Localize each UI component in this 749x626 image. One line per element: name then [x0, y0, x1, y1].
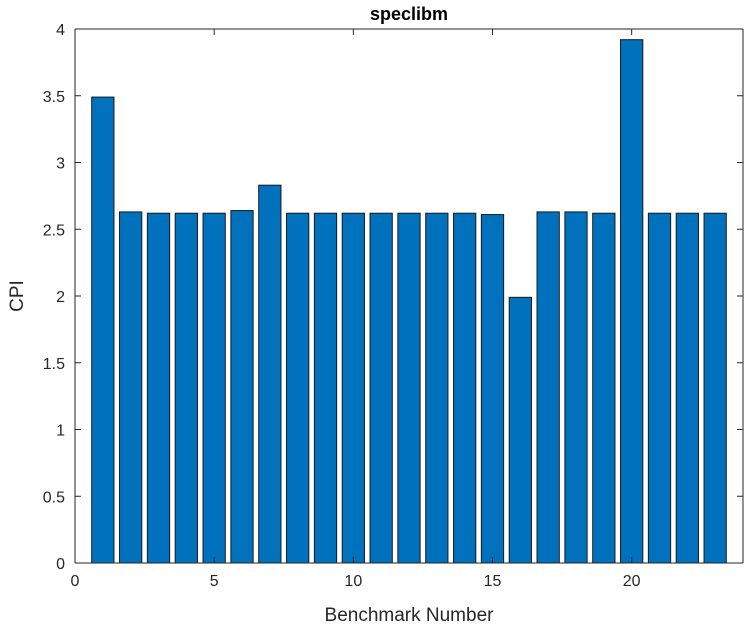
y-axis-ticks: 0 0.5 1 1.5 2 2.5 3 3.5 4	[43, 22, 743, 573]
bar-16	[508, 296, 532, 564]
bar-3	[146, 212, 171, 564]
bar-22	[675, 212, 699, 564]
y-tick-label: 2.5	[43, 222, 65, 239]
x-axis-ticks: 0 5 10 15 20	[71, 29, 641, 590]
bar-9	[313, 212, 338, 564]
y-tick-label: 3	[56, 156, 65, 173]
bar-14	[453, 212, 477, 564]
bar-20	[620, 39, 644, 564]
bar-10	[341, 212, 365, 564]
bar-21	[647, 212, 672, 564]
y-tick-label: 0.5	[43, 489, 65, 506]
bar-15	[480, 214, 505, 564]
bar-11	[369, 212, 393, 564]
bar-series	[91, 39, 727, 564]
y-tick-label: 1.5	[43, 356, 65, 373]
y-tick-label: 2	[56, 289, 65, 306]
bar-13	[425, 212, 449, 564]
chart-title: speclibm	[370, 4, 448, 24]
bar-12	[397, 212, 421, 564]
bar-17	[536, 211, 560, 564]
x-tick-label: 5	[210, 573, 219, 590]
y-axis-label: CPI	[7, 280, 28, 312]
bar-19	[592, 212, 616, 564]
x-tick-label: 0	[71, 573, 80, 590]
bar-7	[258, 184, 282, 564]
bar-18	[564, 211, 588, 564]
bar-2	[119, 211, 143, 564]
x-tick-label: 10	[344, 573, 362, 590]
x-axis-label: Benchmark Number	[325, 605, 495, 626]
bar-8	[286, 212, 310, 564]
bar-23	[703, 212, 727, 564]
x-tick-label: 20	[623, 573, 641, 590]
bar-1	[91, 96, 115, 564]
y-tick-label: 3.5	[43, 89, 65, 106]
bar-4	[174, 212, 198, 564]
x-tick-label: 15	[484, 573, 502, 590]
y-tick-label: 4	[56, 22, 65, 39]
y-tick-label: 1	[56, 423, 65, 440]
bar-6	[230, 210, 254, 564]
y-tick-label: 0	[56, 556, 65, 573]
bar-5	[202, 212, 226, 564]
